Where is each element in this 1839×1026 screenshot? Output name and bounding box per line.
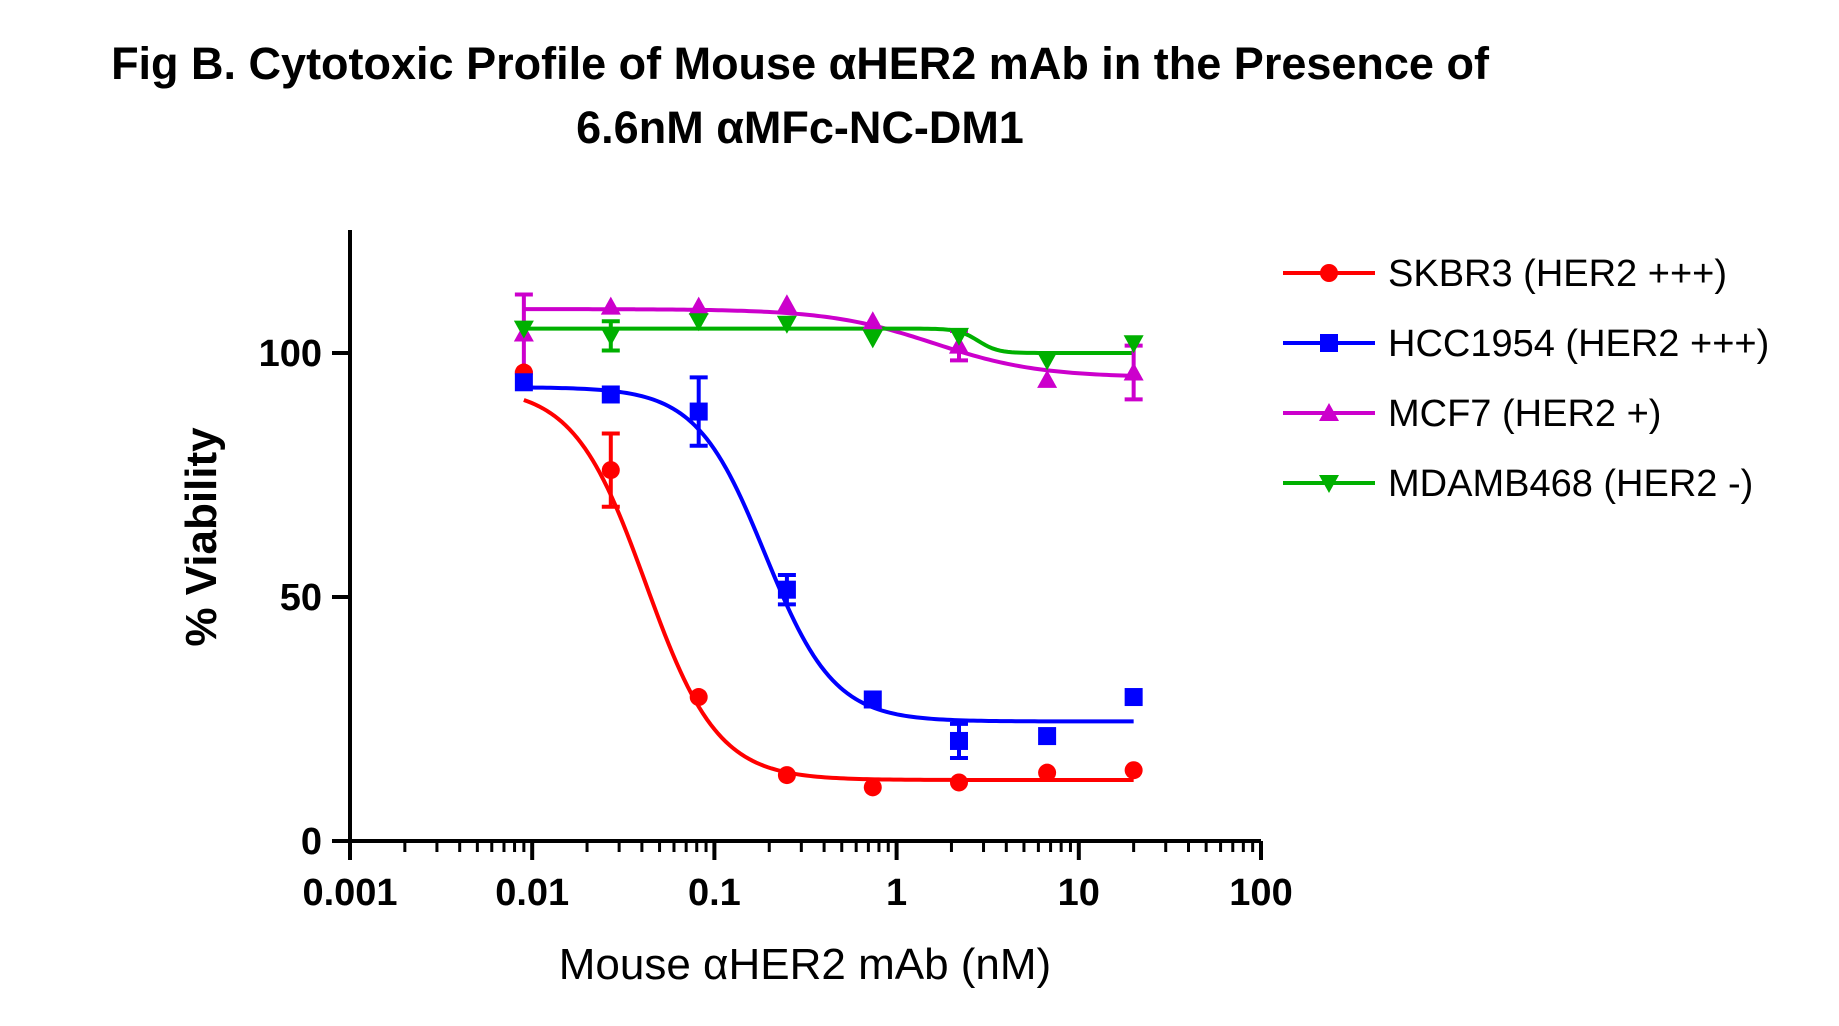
y-tick-label: 50 — [280, 577, 322, 619]
hcc1954-fit-curve — [523, 385, 1134, 724]
legend-marker — [1319, 403, 1339, 421]
hcc1954-data-point — [1124, 688, 1143, 707]
x-tick-label: 100 — [1229, 872, 1292, 914]
hcc1954-data-point — [949, 731, 968, 750]
mcf7-data-point — [600, 296, 621, 315]
fit-curves — [523, 307, 1134, 782]
mdamb468-data-point — [948, 327, 969, 346]
mdamb468-data-point — [1123, 335, 1144, 354]
hcc1954-data-point — [1038, 727, 1057, 746]
legend-label: MCF7 (HER2 +) — [1388, 393, 1661, 435]
x-tick-label: 0.001 — [302, 872, 397, 914]
hcc1954-data-point — [601, 385, 620, 404]
skbr3-data-point — [689, 688, 708, 707]
legend: SKBR3 (HER2 +++) HCC1954 (HER2 +++) MCF7 (… — [1283, 253, 1769, 505]
legend-item-skbr3: SKBR3 (HER2 +++) — [1283, 253, 1727, 295]
mcf7-data-point — [1123, 362, 1144, 381]
skbr3-data-point — [777, 766, 796, 785]
y-tick-label: 0 — [301, 821, 322, 863]
skbr3-data-point — [1038, 763, 1057, 782]
skbr3-data-point — [1124, 761, 1143, 780]
x-tick-label: 10 — [1058, 872, 1100, 914]
mdamb468-data-point — [776, 315, 797, 334]
hcc1954-data-point — [863, 690, 882, 709]
mdamb468-data-point — [513, 320, 534, 339]
mdamb468-data-point — [688, 313, 709, 332]
x-tick-label: 0.01 — [495, 872, 569, 914]
mcf7-data-point — [1037, 369, 1058, 388]
skbr3-fit-curve — [523, 398, 1134, 782]
skbr3-data-point — [863, 778, 882, 797]
mdamb468-data-point — [600, 327, 621, 346]
mcf7-data-point — [688, 296, 709, 315]
mdamb468-data-point — [862, 330, 883, 349]
mcf7-data-point — [862, 311, 883, 330]
mcf7-fit-curve — [523, 307, 1134, 378]
hcc1954-data-point — [777, 580, 796, 599]
skbr3-data-point — [601, 461, 620, 480]
y-axis-label: % Viability — [177, 427, 226, 647]
hcc1954-data-point — [689, 402, 708, 421]
legend-marker — [1320, 334, 1338, 352]
skbr3-data-point — [949, 773, 968, 792]
legend-item-mdamb468: MDAMB468 (HER2 -) — [1283, 463, 1753, 505]
chart-title-line1: Fig B. Cytotoxic Profile of Mouse αHER2 … — [111, 38, 1490, 89]
x-tick-label: 1 — [886, 872, 907, 914]
mdamb468-fit-curve — [523, 326, 1134, 355]
y-axis-ticks: 0 50 100 — [259, 333, 350, 863]
mcf7-data-point — [776, 294, 797, 313]
legend-label: SKBR3 (HER2 +++) — [1388, 253, 1727, 295]
hcc1954-data-point — [514, 373, 533, 392]
legend-label: HCC1954 (HER2 +++) — [1388, 323, 1769, 365]
x-tick-label: 0.1 — [688, 872, 741, 914]
legend-label: MDAMB468 (HER2 -) — [1388, 463, 1753, 505]
chart-title-line2: 6.6nM αMFc-NC-DM1 — [576, 102, 1024, 153]
legend-marker — [1319, 475, 1339, 493]
data-points — [513, 294, 1144, 797]
x-axis-ticks: 0.001 0.01 0.1 1 10 100 — [302, 841, 1293, 914]
y-tick-label: 100 — [259, 333, 322, 375]
mdamb468-data-point — [1037, 352, 1058, 371]
legend-item-mcf7: MCF7 (HER2 +) — [1283, 393, 1661, 435]
axes — [348, 230, 1261, 843]
legend-marker — [1320, 264, 1338, 282]
legend-item-hcc1954: HCC1954 (HER2 +++) — [1283, 323, 1769, 365]
x-axis-label: Mouse αHER2 mAb (nM) — [559, 940, 1051, 989]
